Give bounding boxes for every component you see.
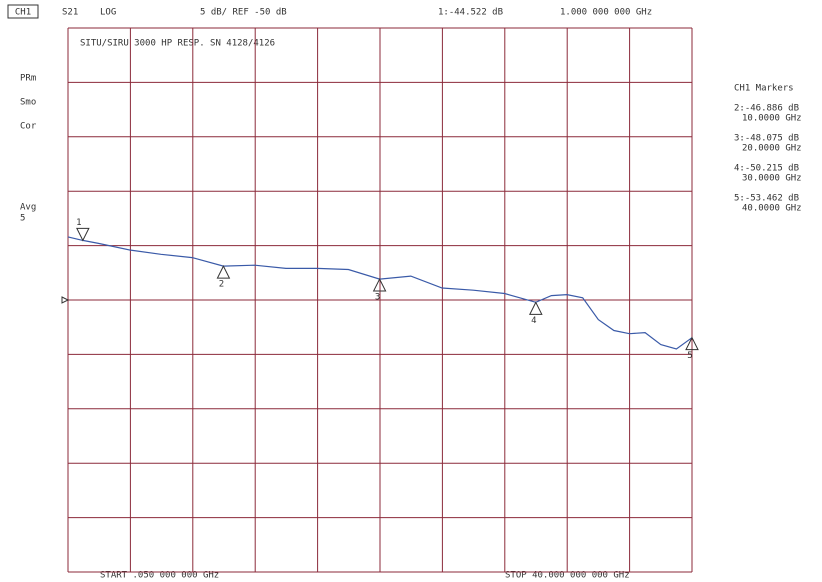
marker-readout: 5:-53.462 dB	[734, 194, 799, 204]
stop-label: STOP 40.000 000 000 GHz	[505, 571, 630, 581]
marker-readout: 3:-48.075 dB	[734, 134, 799, 144]
marker	[372, 277, 387, 292]
status: Cor	[20, 122, 37, 132]
marker	[76, 227, 90, 242]
reference-marker	[61, 296, 70, 304]
trace	[67, 236, 693, 350]
marker-readout: 20.0000 GHz	[742, 144, 802, 154]
marker-label: 3	[375, 293, 380, 303]
marker-label: 2	[219, 280, 224, 290]
marker-value: 1:-44.522 dB	[438, 8, 503, 18]
markers-title: CH1 Markers	[734, 84, 794, 94]
format: LOG	[100, 8, 116, 18]
chart-title: SITU/SIRU 3000 HP RESP. SN 4128/4126	[80, 39, 275, 49]
marker-readout: 10.0000 GHz	[742, 114, 802, 124]
marker-label: 1	[76, 218, 81, 228]
status: Avg	[20, 203, 36, 213]
marker-readout: 40.0000 GHz	[742, 204, 802, 214]
channel: CH1	[15, 8, 31, 18]
marker	[685, 336, 699, 351]
scale: 5 dB/ REF -50 dB	[200, 8, 287, 18]
marker-freq: 1.000 000 000 GHz	[560, 8, 652, 18]
marker-readout: 30.0000 GHz	[742, 174, 802, 184]
channel-box	[7, 4, 39, 19]
marker-label: 5	[687, 351, 692, 361]
marker-label: 4	[531, 316, 536, 326]
marker-readout: 4:-50.215 dB	[734, 164, 799, 174]
marker	[528, 301, 543, 315]
param: S21	[62, 8, 78, 18]
status: Smo	[20, 98, 36, 108]
status: 5	[20, 214, 25, 224]
marker-readout: 2:-46.886 dB	[734, 104, 799, 114]
start-label: START .050 000 000 GHz	[100, 571, 219, 581]
marker	[216, 265, 231, 279]
status: PRm	[20, 74, 36, 84]
